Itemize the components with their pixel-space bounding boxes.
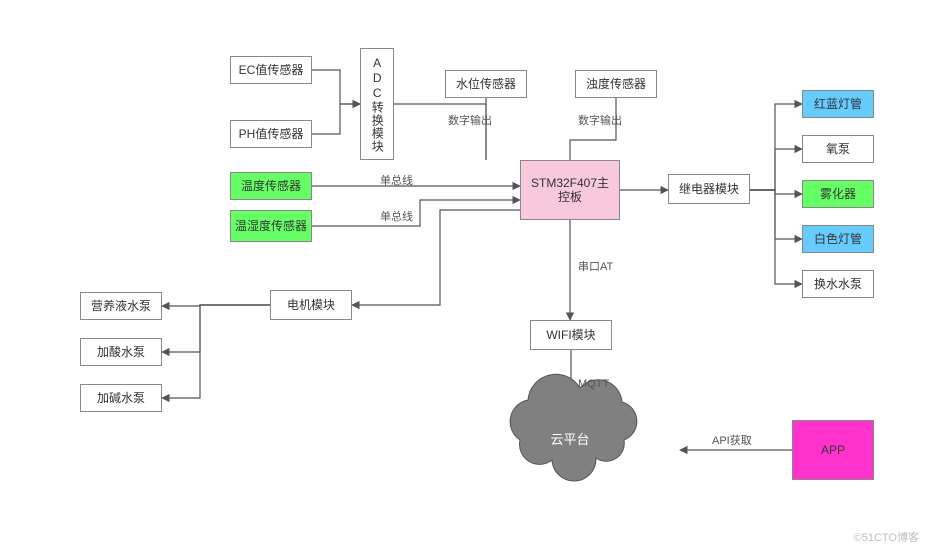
- node-white_led: 白色灯管: [802, 225, 874, 253]
- node-label-temp_sensor: 温度传感器: [241, 179, 301, 193]
- edge-turbidity-stm32: [570, 98, 616, 160]
- node-stm32: STM32F407主控板: [520, 160, 620, 220]
- node-turbidity: 浊度传感器: [575, 70, 657, 98]
- node-label-adc: ADC转换模块: [370, 56, 384, 153]
- node-label-rgb_led: 红蓝灯管: [814, 97, 862, 111]
- edge-stm32-motor: [352, 210, 520, 305]
- node-label-water_level: 水位传感器: [456, 77, 516, 91]
- edge-ph_sensor-adc: [312, 104, 360, 134]
- node-label-wifi: WIFI模块: [546, 328, 595, 342]
- node-label-ec_sensor: EC值传感器: [239, 63, 304, 77]
- node-app: APP: [792, 420, 874, 480]
- node-rgb_led: 红蓝灯管: [802, 90, 874, 118]
- node-label-relay: 继电器模块: [679, 182, 739, 196]
- edge-motor-alkali_pump: [162, 305, 270, 398]
- edge-ec_sensor-adc: [312, 70, 360, 104]
- node-label-stm32: STM32F407主控板: [525, 176, 615, 205]
- node-alkali_pump: 加碱水泵: [80, 384, 162, 412]
- watermark: ©51CTO博客: [854, 529, 919, 545]
- node-water_level: 水位传感器: [445, 70, 527, 98]
- edge-label-wifi-cloud: MQTT: [578, 378, 609, 390]
- node-label-atomizer: 雾化器: [820, 187, 856, 201]
- node-label-acid_pump: 加酸水泵: [97, 345, 145, 359]
- node-relay: 继电器模块: [668, 174, 750, 204]
- node-label-white_led: 白色灯管: [814, 232, 862, 246]
- node-motor: 电机模块: [270, 290, 352, 320]
- edge-humi_sensor-stm32: [312, 200, 520, 226]
- node-acid_pump: 加酸水泵: [80, 338, 162, 366]
- edge-relay-atomizer: [750, 190, 802, 194]
- node-label-nutrient_pump: 营养液水泵: [91, 299, 151, 313]
- node-label-cloud: 云平台: [550, 432, 589, 447]
- node-atomizer: 雾化器: [802, 180, 874, 208]
- edge-label-app-cloud: API获取: [712, 432, 752, 448]
- node-wifi: WIFI模块: [530, 320, 612, 350]
- edge-relay-o2_pump: [750, 149, 802, 190]
- node-label-turbidity: 浊度传感器: [586, 77, 646, 91]
- node-label-app: APP: [821, 443, 845, 457]
- edge-label-humi_sensor-stm32: 单总线: [380, 208, 413, 224]
- edge-label-temp_sensor-stm32: 单总线: [380, 172, 413, 188]
- node-label-alkali_pump: 加碱水泵: [97, 391, 145, 405]
- node-ph_sensor: PH值传感器: [230, 120, 312, 148]
- node-label-humi_sensor: 温湿度传感器: [235, 219, 307, 233]
- node-adc: ADC转换模块: [360, 48, 394, 160]
- node-nutrient_pump: 营养液水泵: [80, 292, 162, 320]
- node-ec_sensor: EC值传感器: [230, 56, 312, 84]
- edge-label-stm32-wifi: 串口AT: [578, 258, 613, 274]
- edge-label-water_level-stm32: 数字输出: [448, 112, 492, 128]
- node-cloud: [510, 374, 637, 481]
- edge-motor-nutrient_pump: [162, 305, 270, 306]
- node-label-water_pump: 换水水泵: [814, 277, 862, 291]
- node-temp_sensor: 温度传感器: [230, 172, 312, 200]
- node-label-ph_sensor: PH值传感器: [239, 127, 304, 141]
- edge-label-turbidity-stm32: 数字输出: [578, 112, 622, 128]
- node-o2_pump: 氧泵: [802, 135, 874, 163]
- node-water_pump: 换水水泵: [802, 270, 874, 298]
- node-label-o2_pump: 氧泵: [826, 142, 850, 156]
- edge-relay-white_led: [750, 190, 802, 239]
- edge-relay-water_pump: [750, 190, 802, 284]
- edge-relay-rgb_led: [750, 104, 802, 190]
- node-label-motor: 电机模块: [287, 298, 335, 312]
- node-humi_sensor: 温湿度传感器: [230, 210, 312, 242]
- edge-motor-acid_pump: [162, 305, 270, 352]
